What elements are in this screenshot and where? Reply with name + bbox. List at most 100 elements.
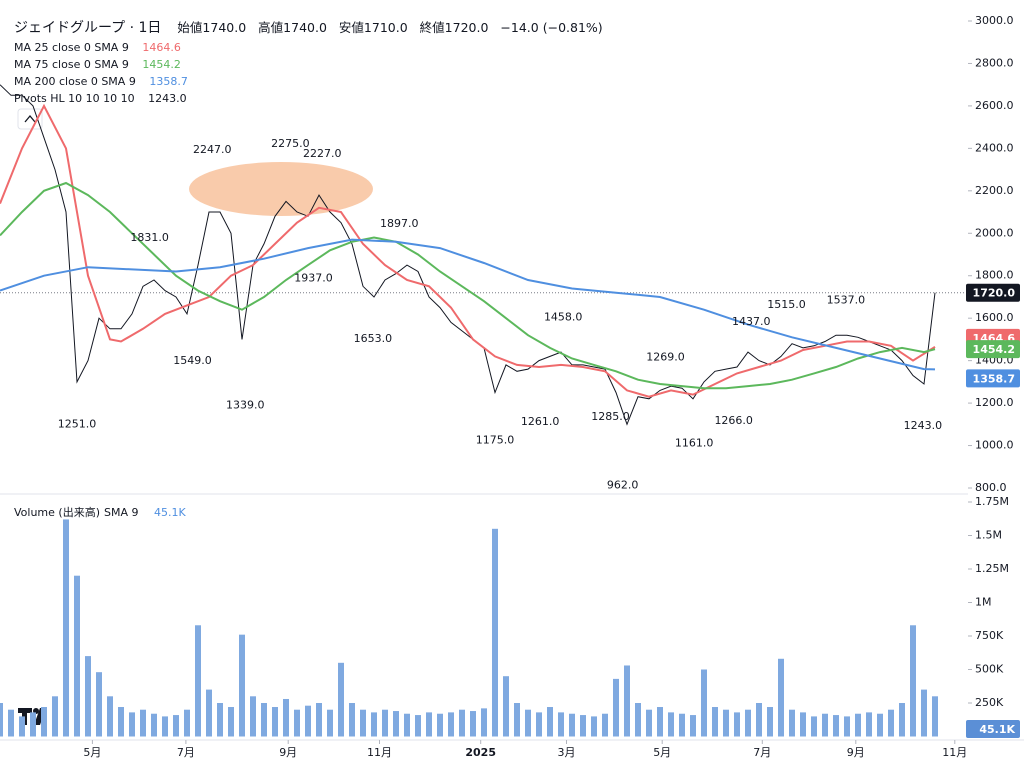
volume-bar (140, 709, 146, 737)
volume-bar (184, 709, 190, 737)
volume-bar (349, 703, 355, 737)
ohlc-label: 始値 (177, 20, 203, 35)
volume-bar (910, 625, 916, 737)
ohlc-value: 1740.0 (202, 20, 247, 35)
pivot-low-label: 1937.0 (294, 272, 333, 285)
volume-bar (129, 712, 135, 737)
y-tick-label: 500K (975, 663, 1004, 676)
legend-name: MA 200 close 0 SMA 9 (14, 75, 136, 88)
volume-bar (690, 715, 696, 737)
volume-bar (63, 519, 69, 737)
ma75-legend: MA 75 close 0 SMA 9 1454.2 (14, 58, 185, 71)
ma-line (0, 103, 936, 398)
collapse-icon (24, 114, 36, 123)
y-tick-label: 2000.0 (975, 226, 1014, 239)
volume-bar (404, 713, 410, 737)
volume-bar (206, 689, 212, 737)
pivot-low-label: 1549.0 (173, 354, 212, 367)
volume-bar (261, 703, 267, 737)
volume-badge (966, 720, 1020, 738)
x-tick-label: 7月 (177, 746, 195, 759)
volume-bar (514, 703, 520, 737)
volume-bar (19, 716, 25, 737)
y-tick-label: 1.75M (975, 495, 1009, 508)
pivot-low-label: 1251.0 (58, 417, 97, 430)
y-tick-label: 750K (975, 629, 1004, 642)
volume-bar (162, 716, 168, 737)
volume-bar (778, 658, 784, 737)
y-tick-label: 2600.0 (975, 99, 1014, 112)
volume-bar (646, 709, 652, 737)
price-badge-label: 1720.0 (973, 287, 1016, 300)
volume-bar (888, 709, 894, 737)
volume-bar (360, 709, 366, 737)
volume-bar (569, 713, 575, 737)
volume-bar (41, 707, 47, 737)
ohlc-label: 高値 (258, 20, 284, 35)
collapse-button[interactable] (17, 108, 43, 130)
legend-value: 1358.7 (149, 75, 188, 88)
x-tick-label: 5月 (83, 746, 101, 759)
pivot-low-label: 1261.0 (521, 415, 560, 428)
volume-bar (250, 696, 256, 737)
pivot-high-label: 1897.0 (380, 217, 419, 230)
legend-value: 1243.0 (148, 92, 187, 105)
volume-bar (470, 711, 476, 737)
volume-badge-label: 45.1K (979, 723, 1015, 736)
volume-bar (580, 715, 586, 737)
volume-bar (8, 709, 14, 737)
pivot-high-label: 1537.0 (827, 294, 866, 307)
volume-bar (107, 696, 113, 737)
volume-bar (415, 715, 421, 737)
volume-bar (448, 712, 454, 737)
legend-name: MA 25 close 0 SMA 9 (14, 41, 129, 54)
volume-bar (811, 716, 817, 737)
price-badge-label: 1454.2 (973, 343, 1015, 356)
x-tick-label: 9月 (279, 746, 297, 759)
y-tick-label: 800.0 (975, 481, 1007, 494)
volume-bar (52, 696, 58, 737)
volume-bar (459, 709, 465, 737)
volume-bar (96, 672, 102, 737)
volume-bar (723, 709, 729, 737)
y-tick-label: 2200.0 (975, 184, 1014, 197)
ma-line (0, 238, 936, 371)
volume-bar (789, 709, 795, 737)
price-badge (966, 340, 1020, 359)
x-tick-label: 11月 (367, 746, 392, 759)
ohlc-label: 安値 (338, 20, 364, 35)
legend-name: Pivots HL 10 10 10 10 (14, 92, 135, 105)
pivots-legend: Pivots HL 10 10 10 10 1243.0 (14, 92, 191, 105)
x-tick-label: 9月 (847, 746, 865, 759)
highlight-ellipse (189, 162, 373, 216)
change: −14.0 (500, 20, 539, 35)
volume-bar (701, 669, 707, 737)
volume-bar (613, 678, 619, 737)
pivot-low-label: 1243.0 (904, 419, 943, 432)
volume-bar (668, 712, 674, 737)
volume-bar (855, 713, 861, 737)
volume-bar (195, 625, 201, 737)
pivot-high-label: 1831.0 (130, 231, 169, 244)
volume-bar (899, 703, 905, 737)
volume-bar (30, 712, 36, 737)
x-tick-label: 2025 (465, 746, 496, 759)
volume-bar (547, 707, 553, 737)
volume-bar (767, 707, 773, 737)
volume-bar (624, 665, 630, 737)
x-tick-label: 7月 (753, 746, 771, 759)
legend-name: MA 75 close 0 SMA 9 (14, 58, 129, 71)
y-tick-label: 1800.0 (975, 269, 1014, 282)
symbol-title: ジェイドグループ · 1日 (14, 20, 162, 36)
volume-legend: Volume (出来高) SMA 9 45.1K (14, 504, 190, 520)
volume-bar (173, 715, 179, 737)
volume-bar (85, 656, 91, 737)
volume-bar (338, 662, 344, 737)
pivot-high-label: 1515.0 (767, 298, 806, 311)
price-badge (966, 369, 1020, 388)
volume-bar (932, 696, 938, 737)
ohlc-value: 1710.0 (363, 20, 408, 35)
pivot-high-label: 2227.0 (303, 147, 342, 160)
